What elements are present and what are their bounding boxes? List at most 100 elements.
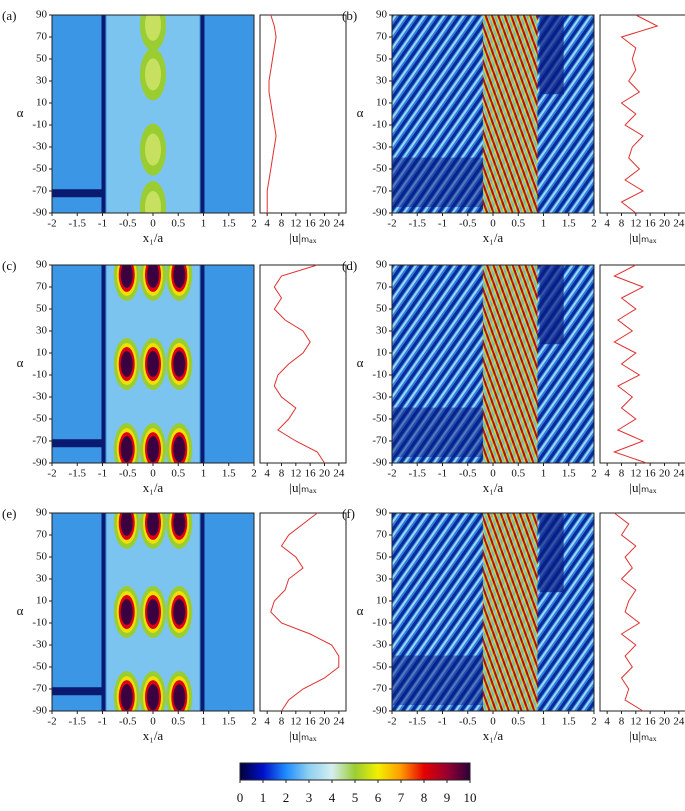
field-line <box>52 189 103 198</box>
colorbar-tick-label: 1 <box>260 790 267 805</box>
y-tick-label: -10 <box>32 617 47 629</box>
x-tick-label: 0.5 <box>511 468 525 480</box>
y-axis-label: α <box>17 355 24 370</box>
field-line <box>101 265 106 463</box>
profile-tick-label: 20 <box>659 716 671 728</box>
x-tick-label: -1.5 <box>69 218 87 230</box>
profile-frame <box>599 264 685 464</box>
profile-tick-label: 12 <box>290 468 301 480</box>
y-tick-label: 30 <box>36 75 48 87</box>
field-dark <box>392 407 483 458</box>
profile-tick-label: 24 <box>333 716 345 728</box>
blob <box>145 15 161 41</box>
x-axis-label: x₁/a <box>483 230 504 245</box>
x-tick-label: 1 <box>201 716 207 728</box>
profile-tick-label: 16 <box>305 468 317 480</box>
y-tick-label: 70 <box>376 281 388 293</box>
y-tick-label: 30 <box>36 325 48 337</box>
blob <box>173 684 186 711</box>
heatmap <box>52 15 254 213</box>
profile-tick-label: 16 <box>645 218 657 230</box>
y-tick-label: -50 <box>32 661 47 673</box>
field-band <box>482 513 538 711</box>
y-tick-label: 70 <box>36 31 48 43</box>
blob <box>173 265 186 288</box>
profile-tick-label: 12 <box>290 218 301 230</box>
y-tick-label: -90 <box>32 705 47 717</box>
profile-tick-label: 20 <box>319 218 331 230</box>
field-dark <box>539 513 564 593</box>
y-tick-label: -10 <box>32 119 47 131</box>
x-tick-label: 1.5 <box>222 218 236 230</box>
profile-tick-label: 4 <box>604 218 610 230</box>
colorbar-tick-label: 5 <box>352 790 359 805</box>
blob <box>120 436 133 463</box>
field-line <box>200 265 205 463</box>
profile-line <box>270 512 340 712</box>
x-tick-label: -1.5 <box>69 716 87 728</box>
x-tick-label: 1 <box>541 468 547 480</box>
y-tick-label: 90 <box>376 9 388 21</box>
profile-tick-label: 12 <box>630 218 641 230</box>
y-tick-label: -70 <box>372 185 387 197</box>
x-tick-label: 2 <box>591 218 597 230</box>
blob <box>147 265 159 288</box>
x-tick-label: 0 <box>490 218 496 230</box>
x-axis-label: x₁/a <box>143 728 164 743</box>
profile-line <box>612 264 647 464</box>
heatmap <box>392 15 594 213</box>
x-tick-label: 0 <box>490 716 496 728</box>
y-tick-label: 30 <box>376 325 388 337</box>
y-tick-label: 10 <box>36 97 48 109</box>
x-tick-label: -1.5 <box>409 716 427 728</box>
panel-label: (d) <box>342 258 357 273</box>
colorbar-tick-label: 8 <box>421 790 428 805</box>
x-tick-label: 1 <box>201 218 207 230</box>
x-tick-label: 1.5 <box>562 218 576 230</box>
x-tick-label: -0.5 <box>459 716 477 728</box>
profile-axis-label: |u|ₘₐₓ <box>629 230 656 245</box>
y-tick-label: -10 <box>372 369 387 381</box>
x-axis-label: x₁/a <box>143 230 164 245</box>
x-axis-label: x₁/a <box>483 728 504 743</box>
profile-frame <box>259 264 347 464</box>
profile-axis-label: |u|ₘₐₓ <box>289 230 316 245</box>
y-tick-label: 50 <box>376 551 388 563</box>
y-tick-label: -70 <box>372 683 387 695</box>
x-tick-label: 0 <box>150 468 156 480</box>
heatmap <box>392 513 594 711</box>
heatmap <box>392 265 594 463</box>
y-tick-label: 50 <box>36 303 48 315</box>
y-tick-label: 90 <box>376 259 388 271</box>
profile-tick-label: 8 <box>279 218 285 230</box>
x-tick-label: -0.5 <box>119 468 137 480</box>
profile-tick-label: 20 <box>659 218 671 230</box>
profile-tick-label: 20 <box>319 468 331 480</box>
panel-label: (f) <box>342 506 355 521</box>
profile-tick-label: 16 <box>305 716 317 728</box>
x-tick-label: -1 <box>98 218 107 230</box>
y-tick-label: 30 <box>376 573 388 585</box>
blob <box>173 436 186 463</box>
profile-frame <box>599 512 685 712</box>
x-tick-label: 1 <box>541 716 547 728</box>
profile-tick-label: 12 <box>290 716 301 728</box>
blob <box>147 599 159 625</box>
profile-line <box>620 14 659 214</box>
profile-tick-label: 24 <box>673 468 685 480</box>
y-tick-label: -30 <box>32 639 47 651</box>
y-tick-label: 90 <box>36 259 48 271</box>
x-tick-label: 1.5 <box>562 468 576 480</box>
x-tick-label: 0.5 <box>171 468 185 480</box>
x-tick-label: -2 <box>47 218 56 230</box>
panel-label: (e) <box>2 506 16 521</box>
x-tick-label: -2 <box>387 468 396 480</box>
field-band <box>482 15 538 213</box>
profile-tick-label: 4 <box>264 716 270 728</box>
x-tick-label: 2 <box>591 468 597 480</box>
profile-tick-label: 20 <box>319 716 331 728</box>
field-band <box>482 265 538 463</box>
blob <box>120 599 133 625</box>
profile-axis-label: |u|ₘₐₓ <box>629 728 656 743</box>
profile-tick-label: 8 <box>619 218 625 230</box>
